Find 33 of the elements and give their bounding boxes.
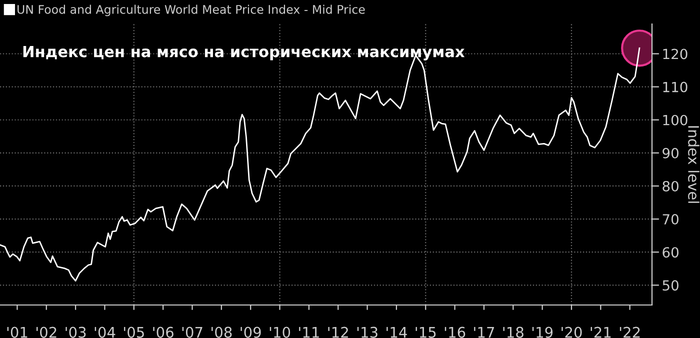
x-tick-label: '04	[94, 326, 116, 338]
x-tick-label: '05	[124, 326, 144, 338]
x-tick-label: '07	[182, 326, 202, 338]
annotation: Индекс цен на мясо на исторических максимумах	[23, 46, 465, 60]
x-tick-label: '10	[270, 326, 290, 338]
y-tick-label: 110	[663, 82, 688, 92]
x-tick-label: '22	[620, 326, 640, 338]
y-axis-title: Index level	[688, 126, 700, 203]
x-tick-label: '01	[7, 326, 28, 338]
x-tick-label: '13	[357, 326, 378, 338]
x-tick-label: '15	[416, 326, 436, 338]
y-tick-label: 80	[662, 180, 678, 192]
x-tick-label: '16	[444, 326, 466, 338]
y-tick-label: 70	[662, 214, 678, 225]
y-tick-label: 100	[663, 114, 688, 126]
x-tick-label: '09	[240, 326, 261, 338]
x-tick-label: '19	[532, 326, 553, 338]
x-tick-label: '03	[66, 326, 86, 338]
x-tick-label: '21	[590, 326, 611, 338]
x-tick-label: '17	[474, 326, 494, 338]
x-tick-label: '08	[212, 326, 232, 338]
x-tick-label: '18	[503, 326, 524, 338]
x-tick-label: '14	[386, 326, 407, 338]
legend-label: UN Food and Agriculture World Meat Price Index - Mid Price	[18, 4, 365, 16]
x-tick-label: '20	[562, 326, 582, 338]
x-tick-label: '12	[328, 326, 348, 338]
x-tick-label: '06	[153, 326, 174, 338]
y-tick-label: 60	[662, 247, 678, 258]
y-tick-label: 50	[662, 280, 678, 291]
y-tick-label: 90	[662, 148, 678, 158]
y-tick-label: 120	[663, 48, 688, 60]
x-tick-label: '11	[299, 326, 319, 338]
x-tick-label: '02	[36, 326, 56, 338]
